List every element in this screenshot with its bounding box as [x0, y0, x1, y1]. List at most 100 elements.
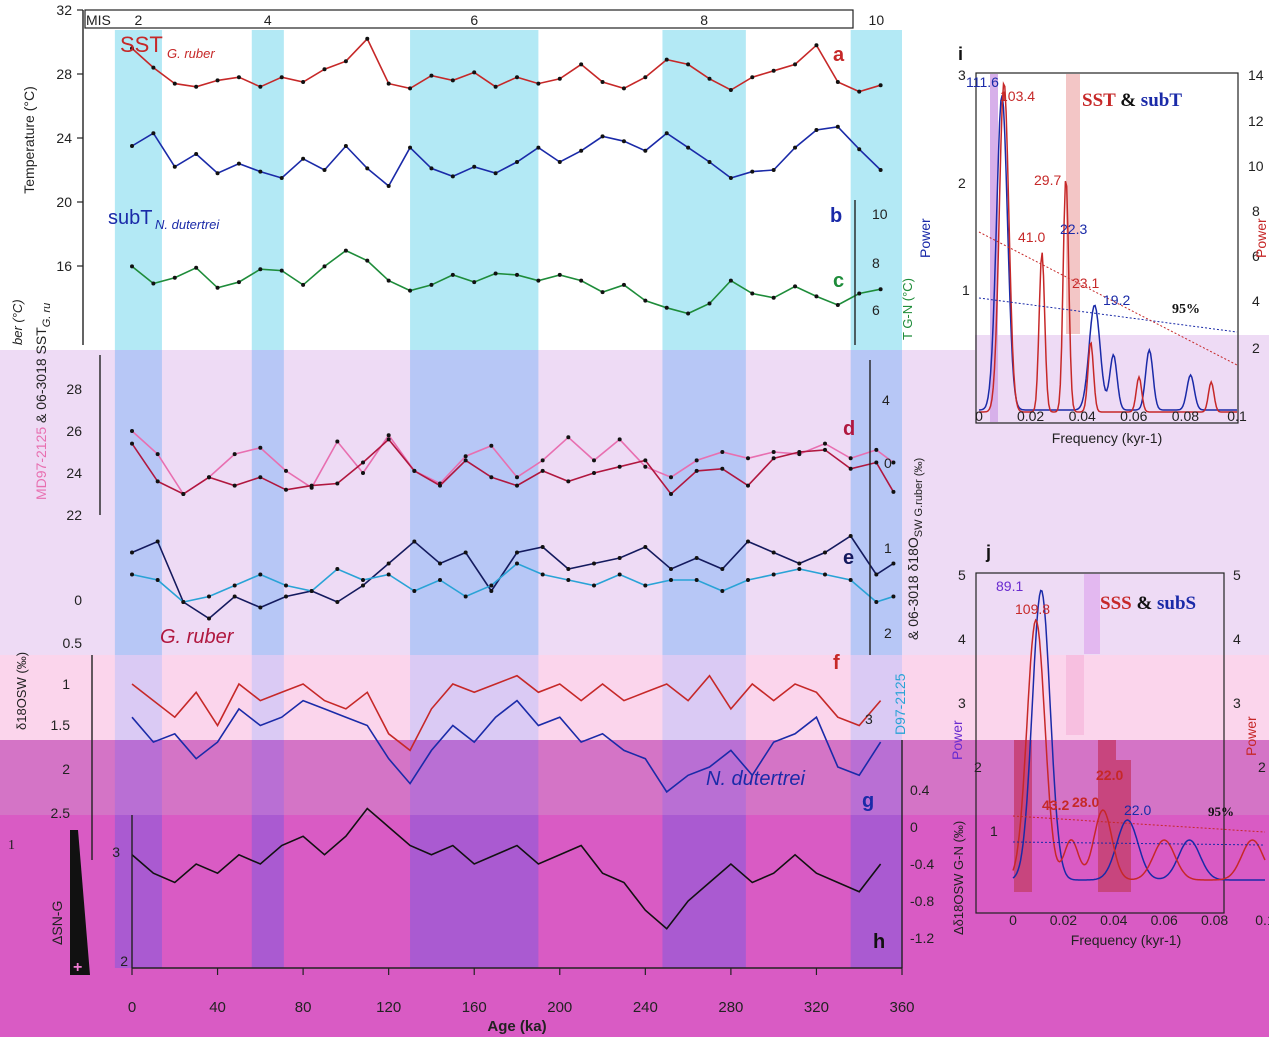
sst-series-point	[343, 59, 348, 64]
06-3018-sst-series-point	[361, 460, 365, 465]
sst-series-point	[279, 75, 284, 80]
panel-j-left-tick-label: 1	[990, 823, 998, 839]
06-3018-d18o-series-point	[386, 572, 391, 577]
e-title-a: δ18O	[905, 537, 921, 571]
panel-j-right-title: Power	[1243, 716, 1259, 756]
md97-2125-d18o-series-point	[386, 561, 391, 566]
md97-2125-sst-series-point	[386, 433, 391, 438]
background-pink	[0, 655, 1269, 740]
panel-c-series-point	[728, 278, 733, 283]
06-3018-d18o-series-point	[463, 594, 468, 599]
panel-j-x-tick-label: 0	[1009, 912, 1017, 928]
panel-j-left-tick-label: 5	[958, 567, 966, 583]
06-3018-sst-series-point	[540, 468, 545, 473]
panel-e-tick-label: 0.5	[63, 635, 83, 651]
panel-c-series-point	[557, 272, 562, 277]
x-tick-label: 320	[804, 999, 829, 1016]
md97-2125-sst-series-point	[771, 450, 776, 454]
panel-c-series-point	[814, 294, 819, 299]
panel-i-title: SST & subT	[1082, 90, 1182, 111]
panel-i-subt-confidence-line	[978, 297, 1238, 333]
mis-band-6	[410, 655, 539, 740]
06-3018-sst-series-point	[489, 475, 494, 480]
sst-label: SST	[120, 32, 163, 57]
panel-i-x-tick-label: 0.02	[1017, 408, 1044, 424]
sst-series-point	[814, 43, 819, 48]
panel-c-series-point	[579, 278, 584, 283]
panel-j-shade-3	[1014, 740, 1032, 892]
06-3018-d18o-series-point	[823, 572, 827, 577]
panel-j-peak-label: 43.2	[1042, 797, 1069, 813]
x-tick-label: 160	[462, 999, 487, 1016]
sst-series-point	[793, 62, 798, 67]
06-3018-d18o-series-point	[232, 583, 237, 588]
panel-i-right-tick-label: 12	[1248, 113, 1264, 129]
panel-j-peak-label: 89.1	[996, 578, 1023, 594]
md97-2125-d18o-series-point	[130, 550, 134, 555]
subt-series-point	[194, 152, 199, 156]
temperature-tick-label: 28	[56, 66, 72, 82]
06-3018-d18o-series-point	[592, 583, 596, 588]
panel-letter-a: a	[833, 44, 845, 66]
panel-c-series-point	[878, 287, 883, 292]
sst-series-point	[450, 78, 455, 83]
panel-e-right-axis-title: & 06-3018 δ18OSW G.ruber (‰)	[905, 458, 925, 640]
md97-2125-sst-series-point	[874, 447, 879, 452]
panel-i-sst-curve	[979, 81, 1237, 413]
subt-series-point	[643, 148, 648, 153]
panel-c-series-point	[386, 278, 391, 283]
mis-band-4	[251, 740, 284, 815]
panel-i-background	[975, 35, 1269, 335]
subt-series-point	[151, 131, 156, 136]
mis-band-6	[410, 30, 539, 350]
md97-2125-d18o-series-point	[284, 594, 288, 599]
panel-letter-i: i	[958, 44, 963, 64]
06-3018-d18o-series-point	[412, 589, 417, 593]
06-3018-d18o-series-point	[207, 594, 211, 599]
panel-j-sss-curve	[1012, 618, 1266, 881]
06-3018-sst-series-point	[207, 475, 211, 480]
06-3018-d18o-series-point	[438, 578, 442, 582]
mis-label-4: 4	[264, 12, 272, 28]
subt-series-point	[857, 147, 862, 152]
subt-series-line	[131, 125, 882, 188]
panel-g-tick-label: -1.2	[910, 930, 934, 946]
sst-species-label: G. ruber	[167, 46, 215, 61]
panel-letter-g: g	[862, 790, 874, 812]
subt-series-point	[536, 145, 541, 150]
panel-letter-e: e	[843, 547, 854, 569]
panel-i-peak-label: 103.4	[1000, 88, 1035, 104]
panel-c-series-point	[322, 264, 327, 269]
x-tick-label: 200	[547, 999, 572, 1016]
panel-c-series-point	[408, 288, 413, 293]
panel-e-right-tick-label: 2	[884, 625, 892, 641]
panel-c-series-point	[493, 271, 498, 276]
subt-label: subT	[108, 207, 152, 229]
x-tick-label: 0	[128, 999, 136, 1016]
panel-i-right-title: Power	[1253, 218, 1269, 258]
md97-2125-sst-series-point	[848, 456, 853, 461]
panel-letter-h: h	[873, 931, 885, 953]
md97-2125-label: MD97-2125	[33, 427, 49, 500]
06-3018-sst-series-point	[284, 487, 288, 492]
salinity-wedge-icon	[70, 830, 90, 975]
panel-h-left-tick-label: 2	[120, 953, 128, 969]
panel-j-x-tick-label: 0.02	[1050, 912, 1077, 928]
subt-series-point	[429, 166, 434, 171]
panel-f-axis-title: δ18OSW (‰)	[14, 652, 29, 730]
panel-j-peak-label: 109.8	[1015, 601, 1050, 617]
sst-series-line	[131, 37, 881, 93]
06-3018-sst-series-point	[874, 460, 879, 465]
mis-band-8	[662, 350, 746, 655]
f-g-ruber-series-line	[131, 674, 882, 752]
md97-2125-sst-series-point	[232, 452, 237, 457]
06-3018-d18o-series-point	[155, 578, 160, 582]
subt-series-point	[172, 164, 177, 169]
sst-series-point	[579, 62, 584, 67]
md97-2125-d18o-series-point	[438, 561, 442, 566]
06-3018-d18o-series-point	[361, 578, 365, 582]
panel-c-series-point	[664, 305, 669, 310]
panel-c-series-point	[621, 282, 626, 287]
panel-c-series-point	[429, 282, 434, 287]
